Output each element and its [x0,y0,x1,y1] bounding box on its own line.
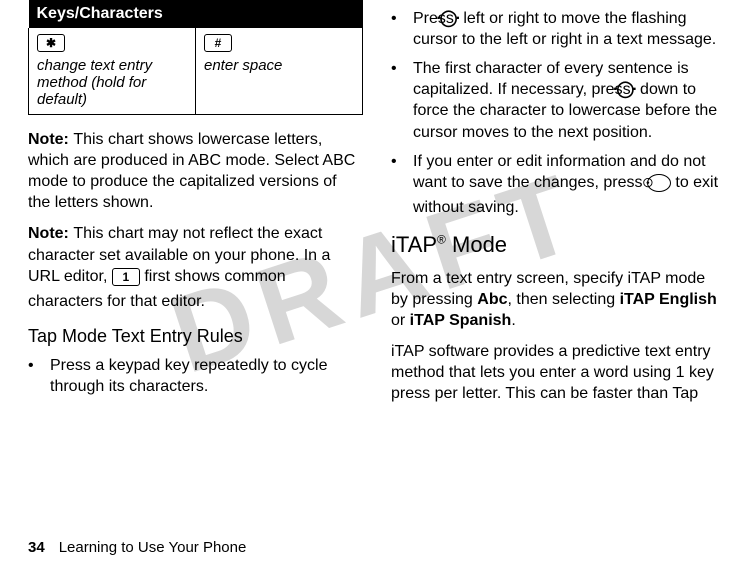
star-key-icon: ✱ [37,34,65,52]
rb2-b: left or right to move the flashing curso… [413,10,716,48]
itap-p1-c: or [391,312,410,329]
rule-bullet-4: •If you enter or edit information and do… [391,151,726,218]
rule-bullet-3: •The first character of every sentence i… [391,58,726,142]
bullet-icon: • [391,58,413,79]
tap-bullet-1-text: Press a keypad key repeatedly to cycle t… [50,357,327,395]
keys-cell-left: ✱ change text entry method (hold for def… [29,28,196,115]
note-1-body: This chart shows lowercase letters, whic… [28,131,355,211]
hash-key-icon: # [204,34,232,52]
itap-mode-heading: iTAP® Mode [391,232,726,258]
tap-bullet-1: •Press a keypad key repeatedly to cycle … [28,355,363,397]
end-key-icon: ☉ [647,174,671,192]
star-key-desc: change text entry method (hold for defau… [37,57,152,108]
footer-title: Learning to Use Your Phone [59,539,247,556]
page-number: 34 [28,539,45,556]
hash-key-desc: enter space [204,57,282,74]
page-footer: 34 Learning to Use Your Phone [28,539,246,556]
ui-itap-english: iTAP English [620,291,717,308]
itap-p1: From a text entry screen, specify iTAP m… [391,268,726,331]
right-column: •Press ·◯· left or right to move the fla… [391,0,726,500]
rule-bullet-2: •Press ·◯· left or right to move the fla… [391,8,726,50]
bullet-icon: • [391,8,413,29]
keys-table: Keys/Characters ✱ change text entry meth… [28,0,363,115]
keys-table-header: Keys/Characters [29,0,363,28]
left-column: Keys/Characters ✱ change text entry meth… [28,0,363,500]
tap-mode-heading: Tap Mode Text Entry Rules [28,326,363,347]
note-2: Note: This chart may not reflect the exa… [28,223,363,311]
keys-cell-right: # enter space [196,28,363,115]
itap-p2: iTAP software provides a predictive text… [391,341,726,404]
note-1-lead: Note: [28,131,73,148]
note-1: Note: This chart shows lowercase letters… [28,129,363,213]
bullet-icon: • [28,355,50,376]
one-key-icon: 1 [112,268,140,286]
itap-p1-d: . [511,312,515,329]
note-2-lead: Note: [28,225,73,242]
bullet-icon: • [391,151,413,172]
ui-itap-spanish: iTAP Spanish [410,312,512,329]
itap-p1-b: , then selecting [508,291,620,308]
ui-abc: Abc [477,291,507,308]
